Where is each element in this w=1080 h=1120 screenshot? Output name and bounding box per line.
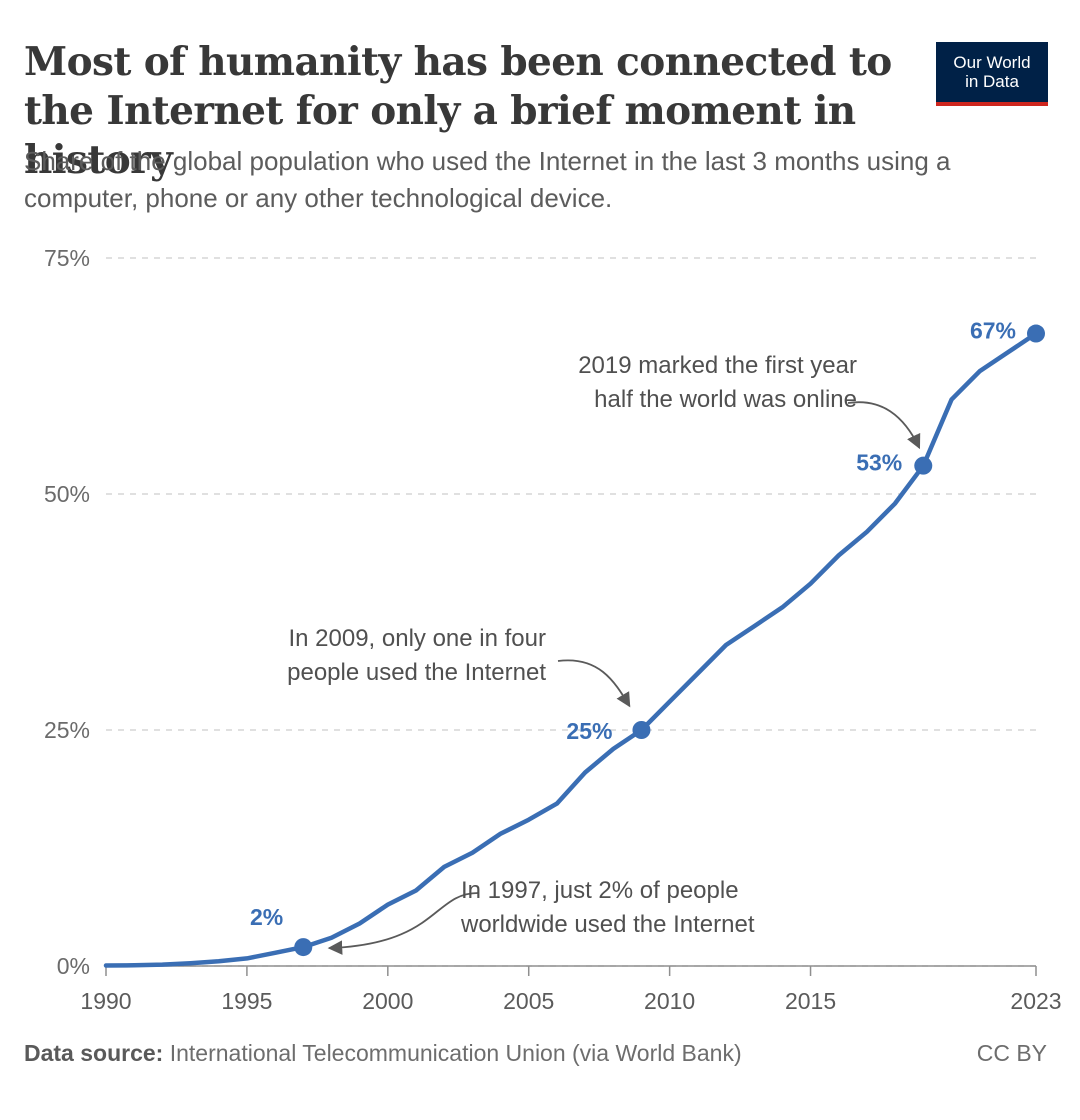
- series-line: [103, 331, 1039, 968]
- highlight-point[interactable]: [914, 456, 933, 475]
- data-source: Data source: International Telecommunica…: [24, 1040, 742, 1067]
- data-source-text[interactable]: International Telecommunication Union (v…: [169, 1040, 742, 1066]
- annotation-text: people used the Internet: [287, 659, 546, 686]
- annotation-text: In 2009, only one in four: [288, 625, 546, 652]
- series: [103, 324, 1045, 968]
- x-tick-label: 1995: [221, 988, 272, 1014]
- x-tick-label: 2010: [644, 988, 695, 1014]
- license-label[interactable]: CC BY: [976, 1040, 1047, 1066]
- x-tick-label: 2000: [362, 988, 413, 1014]
- chart-subtitle: Share of the global population who used …: [24, 146, 951, 213]
- x-tick-label: 1990: [80, 988, 131, 1014]
- line-chart: 0% 25% 50% 75% 1990 1995 2000 2005 2010 2015 2023…: [44, 245, 1062, 1014]
- annotation-text: 2019 marked the first year: [578, 352, 857, 379]
- data-label: 25%: [566, 718, 612, 744]
- annotation-arrow: [557, 659, 631, 708]
- data-label: 67%: [970, 318, 1016, 344]
- x-tick-label: 2023: [1010, 988, 1061, 1014]
- data-source-label: Data source:: [24, 1040, 164, 1066]
- highlight-point[interactable]: [1027, 324, 1045, 343]
- annotation-text: In 1997, just 2% of people: [461, 877, 739, 904]
- x-tick-label: 2015: [785, 988, 836, 1014]
- annotations: In 1997, just 2% of people worldwide used…: [287, 352, 921, 955]
- gridlines: 0% 25% 50% 75%: [44, 245, 1036, 979]
- our-world-in-data-logo[interactable]: Our World in Data: [936, 42, 1048, 106]
- chart-title: Most of humanity has been connected to t…: [24, 39, 892, 183]
- data-label: 2%: [250, 904, 283, 930]
- y-tick-label: 0%: [57, 953, 90, 979]
- logo-line-2: in Data: [965, 72, 1019, 91]
- annotation-text: half the world was online: [594, 386, 857, 413]
- y-tick-label: 25%: [44, 717, 90, 743]
- highlight-point[interactable]: [294, 938, 313, 957]
- highlight-point[interactable]: [632, 721, 651, 739]
- annotation-text: worldwide used the Internet: [460, 911, 755, 938]
- annotation-arrow: [847, 401, 921, 450]
- logo-line-1: Our World: [953, 53, 1031, 72]
- y-tick-label: 75%: [44, 245, 90, 271]
- x-axis: 1990 1995 2000 2005 2010 2015 2023: [80, 965, 1062, 1014]
- y-tick-label: 50%: [44, 481, 90, 507]
- data-labels: 2% 25% 53% 67%: [250, 318, 1016, 931]
- annotation-arrow: [327, 892, 479, 955]
- x-tick-label: 2005: [503, 988, 554, 1014]
- data-label: 53%: [856, 450, 902, 476]
